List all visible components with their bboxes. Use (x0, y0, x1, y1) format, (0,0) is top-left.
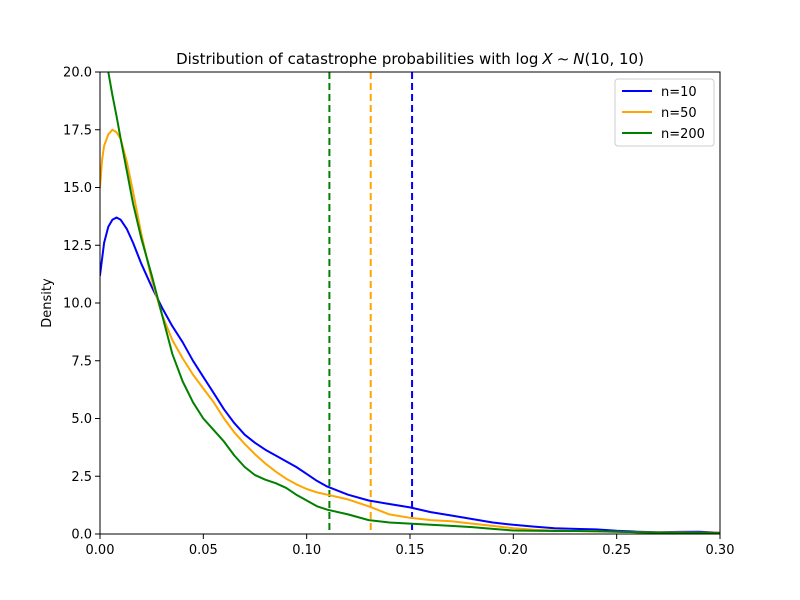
title-sim: ∼ (557, 50, 570, 68)
title-log: log (516, 50, 539, 68)
x-tick-label: 0.20 (499, 543, 528, 558)
y-tick-label: 7.5 (71, 354, 92, 369)
title-dist: N (573, 50, 584, 68)
x-tick-label: 0.15 (396, 543, 425, 558)
legend: n=10 n=50 n=200 (614, 78, 715, 147)
x-tick-label: 0.00 (86, 543, 115, 558)
title-var: X (541, 50, 553, 68)
x-tick-label: 0.05 (189, 543, 218, 558)
x-tick-label: 0.10 (292, 543, 321, 558)
y-tick-label: 2.5 (71, 470, 92, 485)
y-tick-label: 12.5 (63, 239, 92, 254)
legend-label-0: n=10 (661, 85, 697, 100)
series-lines (100, 72, 720, 534)
title-args: (10, 10) (585, 50, 644, 68)
legend-label-2: n=200 (661, 127, 705, 142)
title-prefix: Distribution of catastrophe probabilitie… (176, 50, 515, 68)
y-tick-label: 5.0 (71, 412, 92, 427)
y-axis: 0.0 2.5 5.0 7.5 10.0 12.5 15.0 17.5 20.0 (63, 66, 100, 543)
y-tick-label: 10.0 (63, 297, 92, 312)
threshold-lines (328, 72, 414, 534)
y-tick-label: 0.0 (71, 528, 92, 543)
chart-title: Distribution of catastrophe probabilitie… (176, 50, 644, 68)
y-tick-label: 17.5 (63, 123, 92, 138)
legend-label-1: n=50 (661, 106, 697, 121)
x-tick-label: 0.25 (602, 543, 631, 558)
y-tick-label: 20.0 (63, 66, 92, 81)
series-line-2 (107, 72, 720, 534)
legend-box (614, 78, 715, 147)
y-axis-label: Density (40, 278, 55, 328)
y-tick-label: 15.0 (63, 181, 92, 196)
x-tick-label: 0.30 (706, 543, 735, 558)
series-line-0 (100, 216, 720, 534)
x-axis: 0.00 0.05 0.10 0.15 0.20 0.25 0.30 (86, 534, 735, 558)
